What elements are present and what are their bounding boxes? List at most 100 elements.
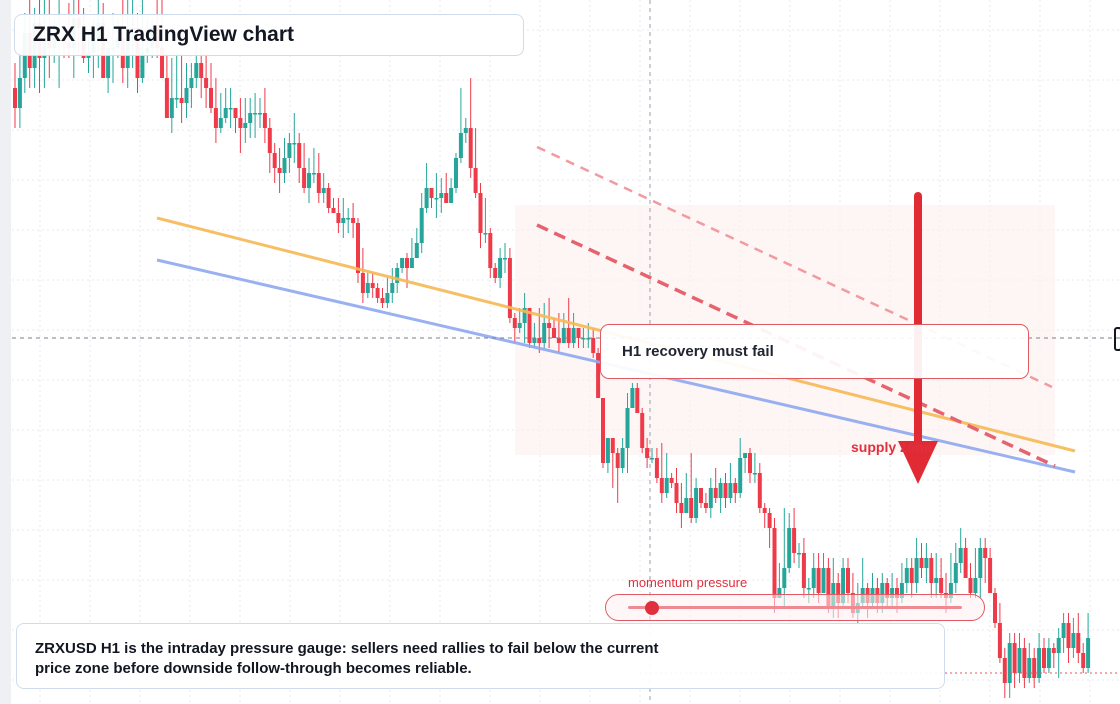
candle-body — [552, 328, 556, 338]
candle-body — [321, 188, 326, 193]
candle — [919, 543, 924, 578]
candle-body — [620, 448, 625, 468]
candle — [512, 313, 517, 343]
candle — [625, 393, 630, 473]
candle — [1007, 633, 1012, 698]
candle-body — [282, 158, 287, 173]
candle — [777, 563, 782, 598]
gauge-knob[interactable] — [644, 601, 659, 615]
candle-body — [679, 503, 684, 513]
candle — [1076, 613, 1081, 663]
candle-body — [179, 98, 184, 103]
candle — [620, 438, 625, 473]
title-card: ZRX H1 TradingView chart — [14, 14, 524, 56]
candle-body — [792, 528, 797, 553]
candle — [522, 293, 527, 343]
candle-body — [547, 323, 552, 328]
candle — [253, 93, 258, 138]
candle-body — [400, 258, 405, 268]
candle-body — [1032, 658, 1037, 678]
candle-body — [258, 113, 262, 115]
candle — [610, 438, 615, 488]
candle-body — [297, 143, 302, 168]
candle — [390, 268, 395, 303]
candle-body — [419, 208, 424, 243]
candle-body — [601, 398, 605, 463]
candle — [787, 513, 792, 573]
candle-body — [262, 113, 267, 128]
candle — [321, 173, 326, 203]
candle-body — [591, 338, 596, 353]
candle-body — [380, 298, 385, 303]
candle-body — [748, 453, 752, 473]
candle-body — [738, 458, 743, 493]
candle-body — [743, 453, 748, 458]
momentum-gauge[interactable] — [605, 594, 985, 621]
candle-body — [694, 488, 699, 518]
candle — [449, 178, 454, 203]
candle — [958, 528, 963, 573]
candle — [498, 248, 503, 288]
candle-body — [527, 308, 532, 343]
candle-body — [395, 268, 400, 283]
candle-body — [904, 568, 909, 583]
candle-body — [630, 388, 635, 408]
candle-body — [160, 48, 164, 78]
candle-body — [498, 258, 503, 278]
candle — [630, 383, 635, 408]
candle — [699, 488, 703, 508]
candle-body — [929, 558, 934, 583]
candle — [591, 328, 596, 358]
candle — [1002, 648, 1007, 698]
candle — [811, 553, 816, 598]
right-price-marker[interactable] — [1114, 327, 1120, 351]
candle-body — [914, 558, 919, 583]
candle — [297, 133, 302, 183]
candle-body — [669, 478, 674, 483]
candle-body — [468, 128, 473, 168]
candle — [1027, 643, 1032, 683]
candle-body — [164, 78, 169, 118]
candle — [792, 508, 797, 563]
momentum-pressure-label: momentum pressure — [628, 575, 748, 590]
candle — [1081, 643, 1086, 673]
candle — [468, 78, 473, 178]
candle — [233, 108, 238, 133]
candle — [209, 63, 213, 113]
candle — [385, 278, 390, 308]
candle-body — [797, 553, 801, 555]
candle — [243, 98, 248, 143]
candle-body — [953, 563, 958, 583]
candle — [645, 438, 650, 468]
candle — [262, 88, 267, 143]
candle-body — [351, 218, 356, 223]
candle-body — [1002, 658, 1007, 683]
candle — [1056, 628, 1061, 678]
candle — [488, 228, 493, 278]
candle — [267, 118, 272, 173]
candle — [733, 478, 738, 503]
candle — [576, 328, 581, 348]
candle-body — [816, 568, 821, 593]
candle — [248, 98, 253, 138]
candle — [184, 63, 189, 118]
candle-body — [787, 528, 792, 568]
candle-body — [836, 583, 841, 603]
candle — [914, 538, 919, 593]
candle — [213, 78, 218, 143]
candle-body — [106, 48, 111, 78]
candle-body — [174, 98, 179, 100]
candle-body — [826, 568, 831, 608]
candle — [993, 588, 997, 628]
candle-body — [909, 568, 914, 583]
candle — [302, 143, 307, 193]
candle-body — [346, 218, 351, 220]
candle-body — [782, 568, 787, 588]
candle-body — [542, 323, 547, 343]
candle-body — [919, 558, 924, 568]
candle-body — [757, 473, 762, 508]
candle — [571, 313, 576, 348]
candle — [973, 548, 978, 598]
candle-body — [718, 483, 723, 498]
candle — [199, 53, 204, 98]
